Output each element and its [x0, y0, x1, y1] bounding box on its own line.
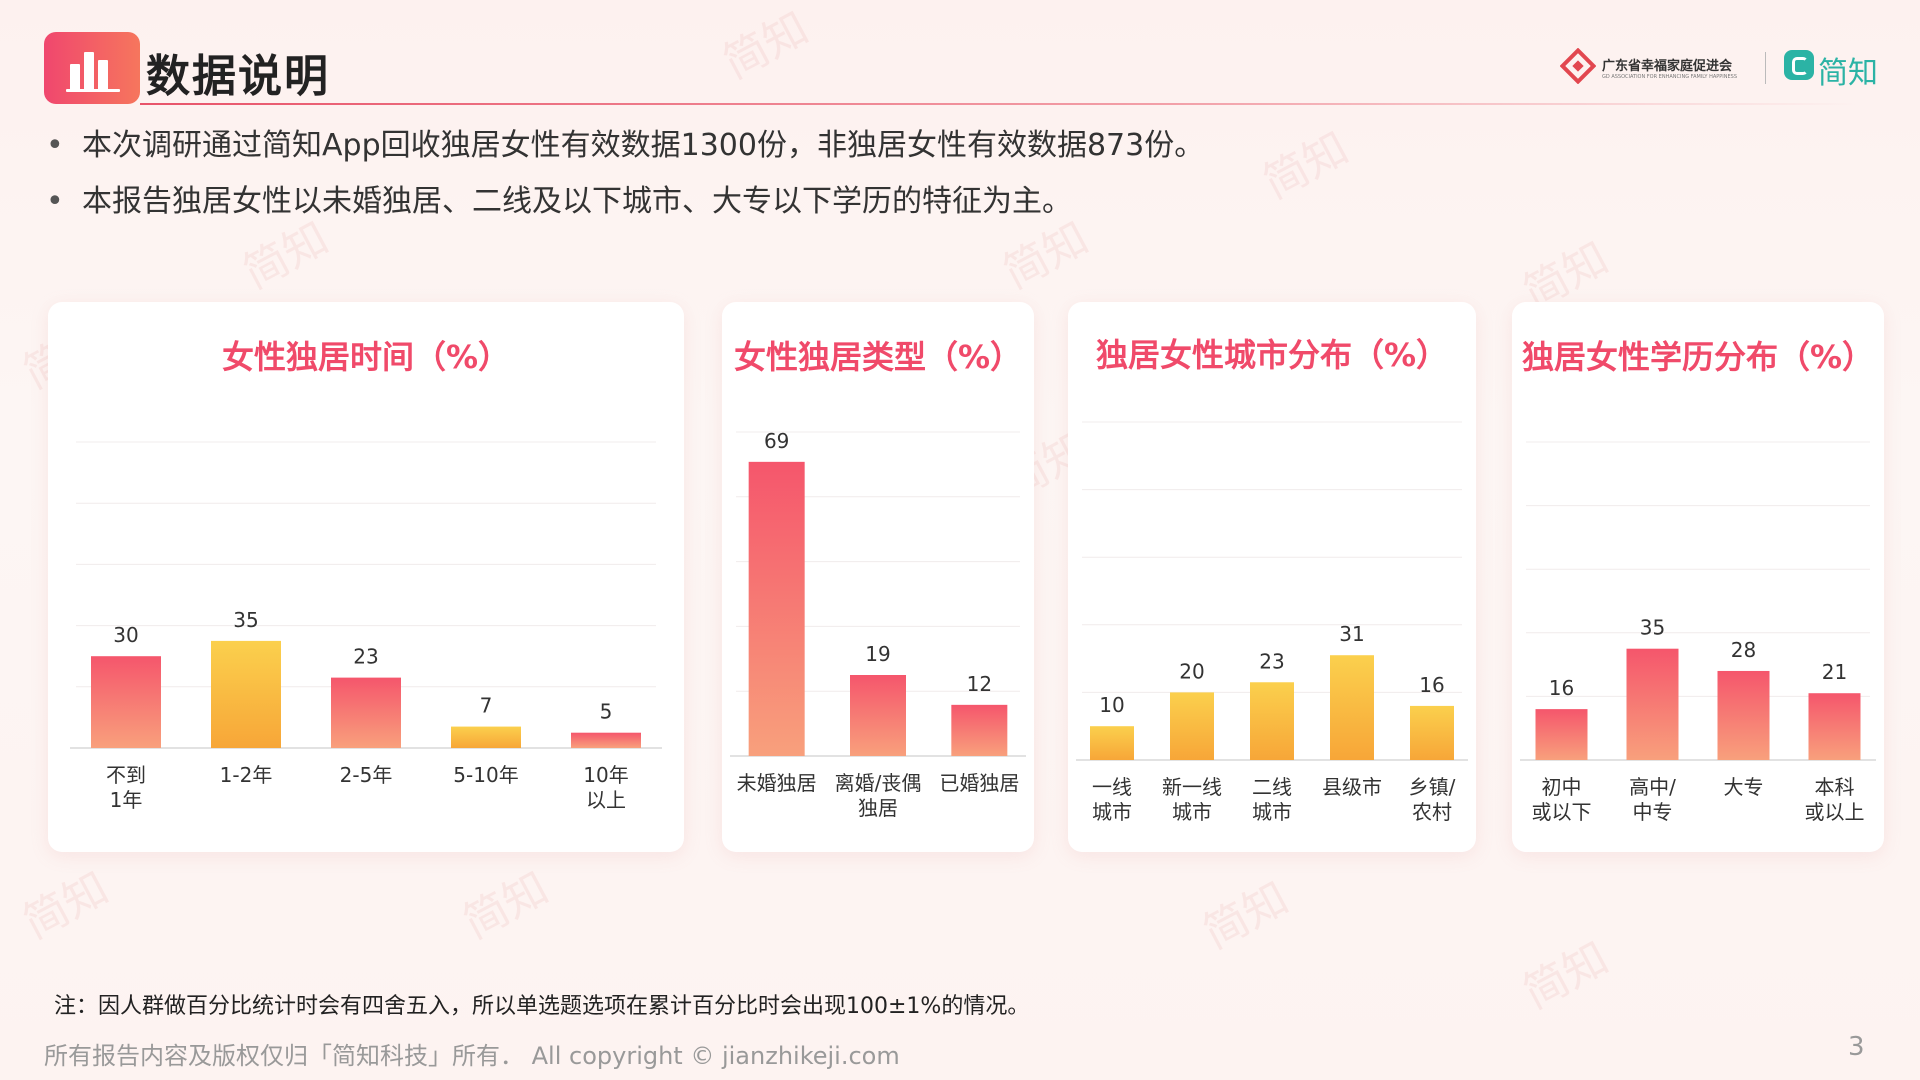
x-tick-label: 以上 [586, 788, 626, 812]
bar [571, 732, 641, 748]
x-tick-label: 二线 [1252, 775, 1292, 799]
title-divider [140, 103, 1860, 105]
x-tick-label: 本科 [1815, 775, 1855, 799]
page-number: 3 [1848, 1032, 1865, 1062]
x-tick-label: 城市 [1172, 800, 1212, 824]
bar [331, 677, 401, 748]
bar [1090, 726, 1134, 760]
watermark: 简知 [1255, 122, 1357, 210]
x-tick-label: 5-10年 [453, 763, 518, 787]
data-label: 35 [1640, 616, 1665, 640]
bar [451, 726, 521, 748]
x-tick-label: 初中 [1542, 775, 1582, 799]
bar-chart-icon [44, 32, 140, 104]
data-label: 12 [967, 672, 992, 696]
x-tick-label: 或以下 [1532, 800, 1592, 824]
data-label: 23 [353, 645, 378, 669]
bar [211, 640, 281, 748]
bar [1250, 682, 1294, 760]
chart-title: 女性独居类型（%） [733, 338, 1023, 376]
bar [1330, 655, 1374, 760]
x-tick-label: 1年 [110, 788, 143, 812]
bar [951, 704, 1008, 756]
bar [850, 675, 906, 756]
data-label: 20 [1179, 659, 1204, 683]
x-tick-label: 离婚/丧偶 [835, 771, 922, 795]
bar [1410, 705, 1454, 760]
x-tick-label: 独居 [858, 796, 898, 820]
data-label: 19 [865, 642, 890, 666]
data-label: 16 [1419, 673, 1444, 697]
bar [1170, 692, 1214, 760]
watermark: 简知 [15, 862, 117, 950]
watermark: 简知 [715, 2, 817, 90]
org-name: 广东省幸福家庭促进会 [1602, 59, 1733, 74]
data-label: 30 [113, 623, 138, 647]
data-label: 5 [600, 700, 613, 724]
x-tick-label: 县级市 [1322, 775, 1382, 799]
bar [91, 656, 161, 748]
page-title: 数据说明 [146, 51, 330, 102]
watermark: 简知 [1515, 932, 1617, 1020]
x-tick-label: 不到 [106, 763, 146, 787]
org-logo-icon [1560, 48, 1596, 84]
x-tick-label: 2-5年 [340, 763, 393, 787]
chart-title: 独居女性学历分布（%） [1521, 338, 1875, 376]
bullet-item: 本次调研通过简知App回收独居女性有效数据1300份，非独居女性有效数据873份… [46, 122, 1204, 178]
bar [1626, 648, 1679, 760]
x-tick-label: 10年 [583, 763, 628, 787]
bullet-list: 本次调研通过简知App回收独居女性有效数据1300份，非独居女性有效数据873份… [46, 122, 1204, 234]
chart-title: 独居女性城市分布（%） [1095, 336, 1449, 374]
x-tick-label: 一线 [1092, 775, 1132, 799]
data-label: 10 [1099, 693, 1124, 717]
data-label: 35 [233, 608, 258, 632]
x-tick-label: 未婚独居 [737, 771, 817, 795]
bar [1535, 709, 1588, 760]
bar [1808, 693, 1861, 760]
data-label: 16 [1549, 676, 1574, 700]
bullet-item: 本报告独居女性以未婚独居、二线及以下城市、大专以下学历的特征为主。 [46, 178, 1204, 234]
data-label: 21 [1822, 660, 1847, 684]
data-label: 7 [480, 694, 493, 718]
x-tick-label: 高中/ [1629, 775, 1676, 799]
chart-card-duration: 女性独居时间（%） 30 不到 1年 35 1-2年 23 2-5年 7 5-10年 5 10年 以上 [48, 302, 684, 852]
x-tick-label: 中专 [1633, 800, 1673, 824]
x-tick-label: 已婚独居 [939, 771, 1019, 795]
app-logo-icon [1784, 50, 1814, 80]
data-label: 31 [1339, 622, 1364, 646]
x-tick-label: 乡镇/ [1409, 775, 1456, 799]
chart-card-type: 女性独居类型（%） 69 未婚独居 19 离婚/丧偶 独居 12 已婚独居 [722, 302, 1034, 852]
watermark: 简知 [1195, 872, 1297, 960]
chart-title: 女性独居时间（%） [221, 338, 511, 376]
bar [1717, 670, 1770, 760]
x-tick-label: 大专 [1724, 775, 1764, 799]
x-tick-label: 1-2年 [220, 763, 273, 787]
app-name: 简知 [1818, 56, 1878, 91]
data-label: 28 [1731, 638, 1756, 662]
bar [748, 461, 805, 756]
chart-card-education: 独居女性学历分布（%） 16 初中 或以下 35 高中/中专 28 大专 21 本科 或以上 [1512, 302, 1884, 852]
x-tick-label: 城市 [1092, 800, 1132, 824]
x-tick-label: 新一线 [1162, 775, 1222, 799]
watermark: 简知 [455, 862, 557, 950]
x-tick-label: 农村 [1412, 800, 1452, 824]
x-tick-label: 城市 [1252, 800, 1292, 824]
x-tick-label: 或以上 [1805, 800, 1865, 824]
logo-divider [1765, 52, 1766, 84]
data-label: 23 [1259, 649, 1284, 673]
footnote: 注：因人群做百分比统计时会有四舍五入，所以单选题选项在累计百分比时会出现100±… [54, 994, 1030, 1019]
chart-card-city: 独居女性城市分布（%） 10 一线 城市 20 新一线 城市 23 二线 城市 31 县级市 16 乡镇… [1068, 302, 1476, 852]
copyright: 所有报告内容及版权仅归「简知科技」所有． All copyright © jia… [44, 1042, 900, 1070]
org-subtitle: GD ASSOCIATION FOR ENHANCING FAMILY HAPP… [1602, 74, 1737, 80]
data-label: 69 [764, 429, 789, 453]
